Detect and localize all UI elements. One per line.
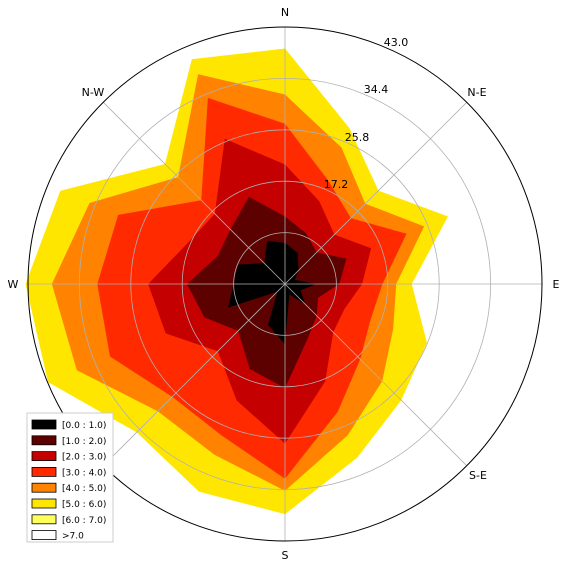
polar-grid — [28, 27, 542, 541]
grid-spoke — [103, 283, 286, 466]
direction-label-se: S-E — [469, 469, 487, 482]
legend-swatch — [31, 419, 57, 430]
outer-circle — [27, 26, 543, 542]
radial-tick-label: 43.0 — [384, 36, 409, 49]
direction-labels: N N-E E S-E S W N-W — [8, 6, 560, 562]
wind-rose-petals — [25, 48, 448, 515]
radial-tick-label: 34.4 — [364, 83, 389, 96]
legend-swatch — [31, 498, 57, 509]
legend-swatch — [31, 466, 57, 477]
legend-label: [4.0 : 5.0) — [62, 484, 106, 494]
legend-swatch — [31, 435, 57, 446]
direction-label-nw: N-W — [82, 86, 105, 99]
legend-label: [0.0 : 1.0) — [62, 421, 106, 431]
legend-swatch — [31, 482, 57, 493]
legend-swatch — [31, 530, 57, 540]
direction-label-ne: N-E — [467, 86, 486, 99]
legend-label: [3.0 : 4.0) — [62, 468, 106, 478]
direction-label-s: S — [282, 549, 289, 562]
legend-label: [6.0 : 7.0) — [62, 516, 106, 526]
legend-swatch — [31, 514, 57, 525]
legend: [0.0 : 1.0) [1.0 : 2.0) [2.0 : 3.0) [3.0 : … — [26, 412, 114, 543]
legend-label: [5.0 : 6.0) — [62, 500, 106, 510]
legend-label: >7.0 — [62, 532, 84, 542]
grid-spoke — [284, 102, 467, 285]
legend-label: [2.0 : 3.0) — [62, 453, 106, 463]
radial-tick-label: 25.8 — [345, 131, 370, 144]
legend-swatch — [31, 451, 57, 462]
direction-label-n: N — [281, 6, 289, 19]
grid-spoke — [103, 102, 286, 285]
radial-tick-labels: 17.2 25.8 34.4 43.0 — [324, 36, 409, 191]
wind-speed-bin-area — [228, 240, 317, 345]
legend-label: [1.0 : 2.0) — [62, 437, 106, 447]
radial-tick-label: 17.2 — [324, 178, 349, 191]
grid-spoke — [284, 283, 467, 466]
direction-label-e: E — [553, 278, 560, 291]
direction-label-w: W — [8, 278, 19, 291]
